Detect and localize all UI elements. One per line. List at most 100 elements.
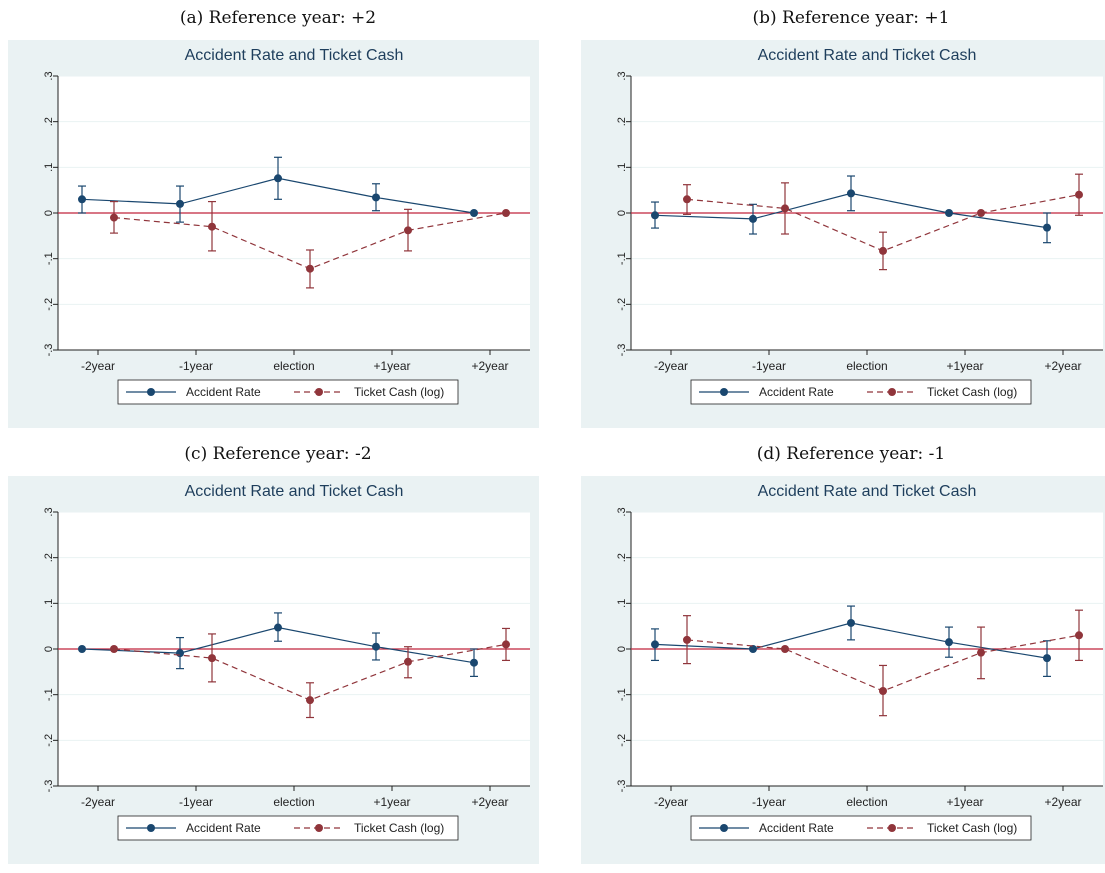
data-point bbox=[781, 204, 789, 212]
legend-marker bbox=[147, 824, 155, 832]
chart-svg: .3 .2 .1 0 -.1 -.2 -.3 -2year -1year election +1ye… bbox=[8, 476, 539, 864]
legend: Accident Rate Ticket Cash (log) bbox=[691, 380, 1031, 404]
data-point bbox=[1075, 191, 1083, 199]
x-tick-label: election bbox=[846, 359, 887, 373]
data-point bbox=[110, 645, 118, 653]
data-point bbox=[977, 209, 985, 217]
data-point bbox=[372, 193, 380, 201]
panel-caption: (a) Reference year: +2 bbox=[8, 2, 548, 34]
x-tick-label: -1year bbox=[179, 359, 213, 373]
data-point bbox=[208, 223, 216, 231]
x-tick-label: +2year bbox=[471, 359, 508, 373]
chart-panel-c: (c) Reference year: -2 .3 .2 .1 0 -.1 -.2 -.3 -… bbox=[8, 438, 548, 872]
chart-svg: .3 .2 .1 0 -.1 -.2 -.3 -2year -1year election +1ye… bbox=[581, 476, 1105, 864]
x-tick-label: +2year bbox=[1044, 795, 1081, 809]
legend-label: Ticket Cash (log) bbox=[354, 385, 444, 399]
y-tick-label: .3 bbox=[43, 507, 55, 516]
y-tick-label: -.1 bbox=[616, 252, 628, 265]
chart-panel-a: (a) Reference year: +2 .3 .2 .1 0 -.1 -.2 -.3 -… bbox=[8, 2, 548, 436]
legend-label: Accident Rate bbox=[186, 385, 261, 399]
chart-title: Accident Rate and Ticket Cash bbox=[758, 483, 977, 500]
legend-label: Ticket Cash (log) bbox=[354, 821, 444, 835]
legend: Accident Rate Ticket Cash (log) bbox=[118, 816, 458, 840]
panel-caption: (d) Reference year: -1 bbox=[581, 438, 1105, 470]
y-tick-label: .3 bbox=[616, 507, 628, 516]
legend-marker bbox=[315, 824, 323, 832]
chart-title: Accident Rate and Ticket Cash bbox=[185, 47, 404, 64]
data-point bbox=[404, 658, 412, 666]
data-point bbox=[945, 209, 953, 217]
chart-svg: .3 .2 .1 0 -.1 -.2 -.3 -2year -1year election +1ye… bbox=[581, 40, 1105, 428]
y-tick-label: .1 bbox=[616, 163, 628, 172]
x-tick-label: election bbox=[273, 359, 314, 373]
data-point bbox=[208, 654, 216, 662]
x-tick-label: +1year bbox=[373, 795, 410, 809]
legend-label: Accident Rate bbox=[759, 821, 834, 835]
data-point bbox=[977, 649, 985, 657]
chart-panel-d: (d) Reference year: -1 .3 .2 .1 0 -.1 -.2 -.3 -… bbox=[581, 438, 1105, 872]
x-tick-label: -2year bbox=[654, 795, 688, 809]
legend: Accident Rate Ticket Cash (log) bbox=[118, 380, 458, 404]
x-tick-label: -1year bbox=[179, 795, 213, 809]
data-point bbox=[683, 195, 691, 203]
data-point bbox=[306, 265, 314, 273]
chart-title: Accident Rate and Ticket Cash bbox=[185, 483, 404, 500]
panel-caption: (b) Reference year: +1 bbox=[581, 2, 1105, 34]
y-tick-label: -.3 bbox=[43, 344, 55, 357]
data-point bbox=[502, 640, 510, 648]
data-point bbox=[847, 189, 855, 197]
y-tick-label: -.2 bbox=[616, 734, 628, 747]
chart-title: Accident Rate and Ticket Cash bbox=[758, 47, 977, 64]
y-tick-label: -.2 bbox=[43, 298, 55, 311]
y-tick-label: .2 bbox=[616, 117, 628, 126]
data-point bbox=[879, 247, 887, 255]
y-tick-label: .2 bbox=[43, 117, 55, 126]
legend-label: Ticket Cash (log) bbox=[927, 821, 1017, 835]
legend-marker bbox=[720, 388, 728, 396]
data-point bbox=[879, 687, 887, 695]
data-point bbox=[1043, 224, 1051, 232]
x-tick-label: -1year bbox=[752, 359, 786, 373]
legend-label: Ticket Cash (log) bbox=[927, 385, 1017, 399]
legend-marker bbox=[888, 824, 896, 832]
x-tick-label: +1year bbox=[373, 359, 410, 373]
x-tick-label: -2year bbox=[654, 359, 688, 373]
y-tick-label: .1 bbox=[43, 163, 55, 172]
y-tick-label: .2 bbox=[616, 553, 628, 562]
data-point bbox=[404, 226, 412, 234]
legend-marker bbox=[147, 388, 155, 396]
data-point bbox=[110, 214, 118, 222]
chart-panel-b: (b) Reference year: +1 .3 .2 .1 0 -.1 -.2 -.3 -… bbox=[581, 2, 1105, 436]
y-tick-label: 0 bbox=[43, 646, 55, 652]
x-tick-label: +2year bbox=[471, 795, 508, 809]
y-tick-label: 0 bbox=[616, 646, 628, 652]
y-tick-label: 0 bbox=[616, 210, 628, 216]
y-tick-label: .3 bbox=[43, 71, 55, 80]
y-tick-label: -.1 bbox=[43, 688, 55, 701]
data-point bbox=[651, 211, 659, 219]
data-point bbox=[749, 215, 757, 223]
x-tick-label: +2year bbox=[1044, 359, 1081, 373]
data-point bbox=[78, 195, 86, 203]
data-point bbox=[372, 643, 380, 651]
x-tick-label: -2year bbox=[81, 359, 115, 373]
data-point bbox=[470, 209, 478, 217]
panel-caption: (c) Reference year: -2 bbox=[8, 438, 548, 470]
data-point bbox=[651, 640, 659, 648]
y-tick-label: -.1 bbox=[616, 688, 628, 701]
y-tick-label: -.3 bbox=[43, 780, 55, 793]
legend-label: Accident Rate bbox=[186, 821, 261, 835]
data-point bbox=[274, 624, 282, 632]
x-tick-label: -1year bbox=[752, 795, 786, 809]
legend-marker bbox=[315, 388, 323, 396]
x-tick-label: election bbox=[846, 795, 887, 809]
legend-marker bbox=[720, 824, 728, 832]
data-point bbox=[1043, 654, 1051, 662]
chart-svg: .3 .2 .1 0 -.1 -.2 -.3 -2year -1year election +1ye… bbox=[8, 40, 539, 428]
data-point bbox=[502, 209, 510, 217]
y-tick-label: -.2 bbox=[616, 298, 628, 311]
y-tick-label: .1 bbox=[43, 599, 55, 608]
data-point bbox=[78, 645, 86, 653]
x-tick-label: +1year bbox=[946, 359, 983, 373]
data-point bbox=[176, 649, 184, 657]
